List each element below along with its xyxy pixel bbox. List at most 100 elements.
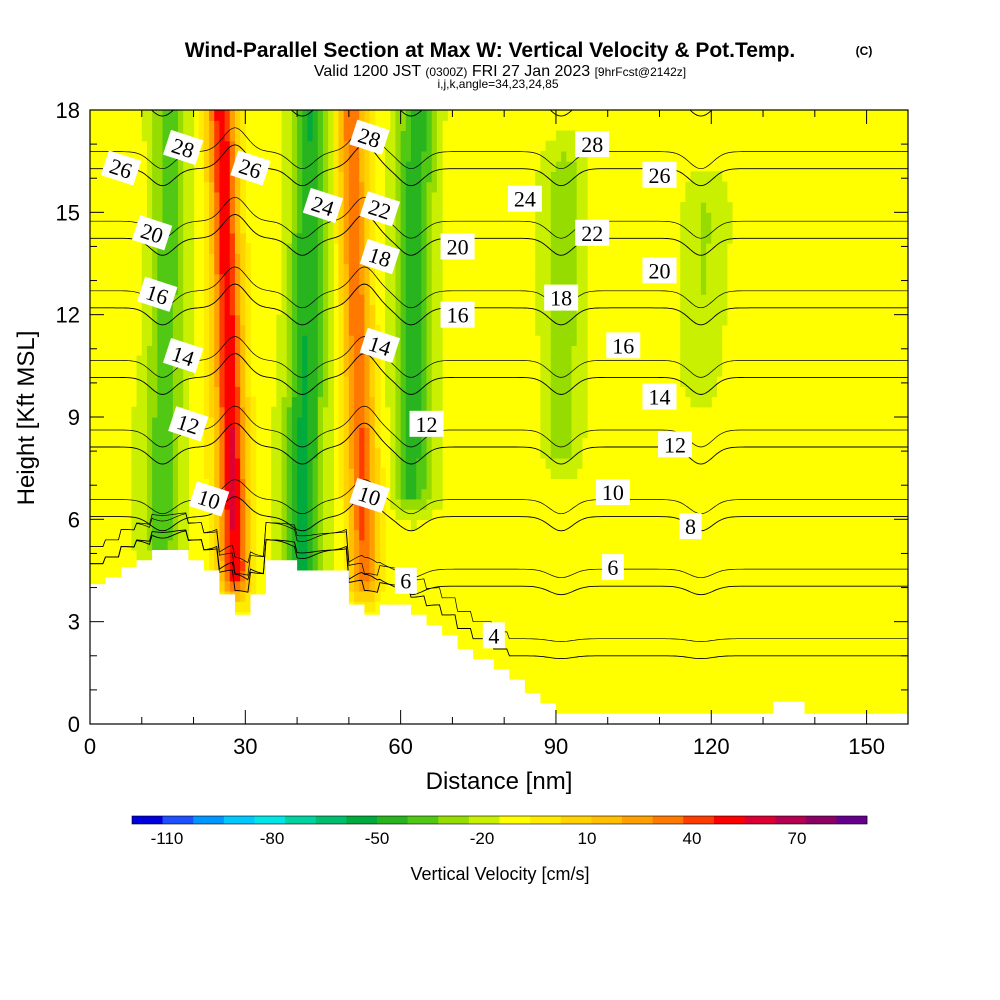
velocity-cell: [250, 560, 257, 572]
velocity-cell: [219, 365, 226, 377]
velocity-cell: [229, 273, 236, 285]
velocity-cell: [146, 437, 153, 449]
velocity-cell: [338, 468, 345, 479]
y-tick-label: 0: [68, 712, 80, 737]
velocity-cell: [224, 150, 231, 162]
velocity-cell: [364, 355, 371, 367]
velocity-cell: [152, 498, 158, 510]
velocity-cell: [431, 222, 438, 234]
velocity-cell: [405, 283, 412, 295]
velocity-cell: [364, 550, 371, 561]
velocity-cell: [250, 478, 257, 490]
velocity-cell: [410, 263, 417, 275]
velocity-cell: [317, 110, 324, 121]
velocity-cell: [348, 130, 355, 142]
contour-label: 16: [137, 276, 178, 312]
velocity-cell: [436, 498, 443, 510]
velocity-cell: [711, 283, 718, 295]
velocity-cell: [390, 181, 397, 193]
velocity-cell: [545, 406, 552, 418]
velocity-cell: [224, 283, 231, 295]
velocity-cell: [157, 202, 164, 213]
velocity-cell: [214, 150, 221, 162]
velocity-cell: [234, 232, 241, 244]
colorbar-swatch: [223, 816, 255, 824]
velocity-cell: [219, 478, 226, 490]
velocity-cell: [328, 273, 334, 285]
velocity-cell: [234, 253, 241, 265]
velocity-cell: [561, 345, 567, 357]
velocity-cell: [369, 386, 376, 398]
velocity-cell: [224, 222, 231, 234]
velocity-cell: [317, 314, 324, 326]
velocity-cell: [576, 161, 583, 172]
colorbar-swatch: [560, 816, 592, 824]
velocity-cell: [188, 171, 195, 183]
velocity-cell: [405, 171, 412, 183]
velocity-cell: [700, 386, 707, 398]
velocity-cell: [162, 396, 169, 408]
velocity-cell: [431, 140, 438, 152]
velocity-cell: [146, 457, 153, 469]
velocity-cell: [146, 417, 153, 428]
velocity-cell: [354, 150, 360, 162]
velocity-cell: [322, 120, 329, 132]
velocity-cell: [317, 519, 324, 531]
velocity-cell: [566, 468, 573, 479]
velocity-cell: [706, 191, 712, 203]
velocity-cell: [209, 396, 215, 408]
velocity-cell: [545, 335, 552, 346]
velocity-cell: [695, 304, 702, 316]
velocity-cell: [348, 335, 355, 346]
velocity-cell: [431, 263, 438, 275]
velocity-cell: [328, 140, 334, 152]
velocity-cell: [695, 263, 702, 275]
velocity-cell: [426, 447, 433, 459]
velocity-cell: [203, 324, 210, 336]
velocity-cell: [240, 570, 246, 582]
velocity-cell: [426, 202, 433, 213]
velocity-cell: [385, 130, 391, 142]
velocity-cell: [431, 355, 438, 367]
velocity-cell: [700, 232, 707, 244]
velocity-cell: [224, 396, 231, 408]
velocity-cell: [348, 283, 355, 295]
velocity-cell: [540, 335, 547, 346]
velocity-cell: [229, 202, 236, 213]
velocity-cell: [307, 406, 314, 418]
velocity-cell: [141, 314, 148, 326]
velocity-cell: [245, 447, 252, 459]
velocity-cell: [286, 335, 293, 346]
velocity-cell: [385, 365, 391, 377]
velocity-cell: [555, 365, 562, 377]
velocity-cell: [219, 457, 226, 469]
velocity-cell: [183, 519, 189, 531]
velocity-cell: [203, 365, 210, 377]
velocity-cell: [276, 478, 283, 490]
velocity-cell: [540, 150, 547, 162]
velocity-cell: [576, 212, 583, 224]
velocity-cell: [348, 580, 355, 592]
velocity-cell: [178, 386, 184, 398]
velocity-cell: [421, 212, 428, 224]
velocity-cell: [281, 263, 288, 275]
velocity-cell: [540, 232, 547, 244]
velocity-cell: [157, 314, 164, 326]
velocity-cell: [436, 437, 443, 449]
velocity-cell: [302, 283, 309, 295]
contour-label: 28: [575, 131, 610, 158]
velocity-cell: [276, 468, 283, 479]
velocity-cell: [328, 519, 334, 531]
velocity-cell: [297, 427, 303, 439]
velocity-cell: [369, 110, 376, 121]
velocity-cell: [291, 488, 298, 500]
colorbar-swatch: [652, 816, 684, 824]
velocity-cell: [410, 140, 417, 152]
velocity-cell: [700, 202, 707, 213]
velocity-cell: [385, 191, 391, 203]
velocity-cell: [178, 324, 184, 336]
velocity-cell: [209, 232, 215, 244]
velocity-cell: [576, 427, 583, 439]
velocity-cell: [224, 365, 231, 377]
velocity-cell: [286, 314, 293, 326]
